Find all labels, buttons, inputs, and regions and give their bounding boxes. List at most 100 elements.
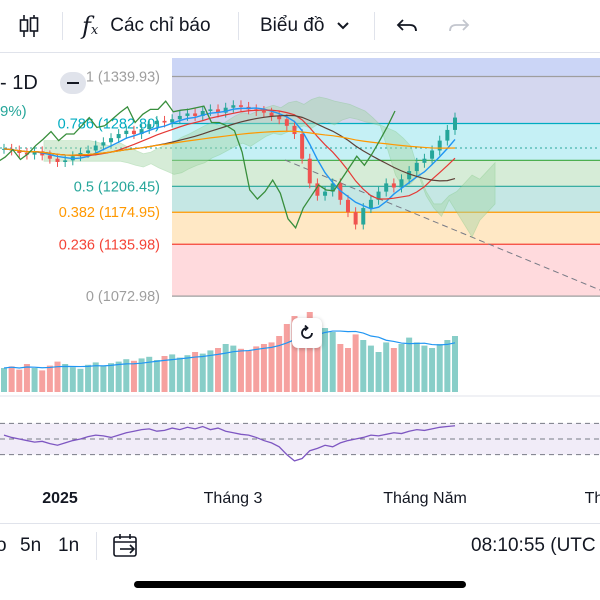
candle-body bbox=[86, 150, 91, 153]
price-chart[interactable]: 1 (1339.93) 0.786 (1282.80) 0.5 (1206.45) 0… bbox=[0, 53, 600, 523]
volume-bar bbox=[306, 312, 313, 392]
volume-bar bbox=[46, 365, 53, 392]
candle-body bbox=[376, 191, 381, 200]
clock-timezone[interactable]: 08:10:55 (UTC bbox=[471, 535, 596, 556]
volume-bar bbox=[108, 363, 115, 392]
candle-body bbox=[185, 113, 190, 116]
chart-area[interactable]: 1 (1339.93) 0.786 (1282.80) 0.5 (1206.45) 0… bbox=[0, 53, 600, 523]
candle-body bbox=[109, 138, 114, 143]
candle-body bbox=[277, 115, 282, 120]
candle-body bbox=[437, 140, 442, 151]
candle-body bbox=[330, 183, 335, 192]
chart-type-dropdown[interactable]: Biểu đồ bbox=[260, 0, 350, 52]
candle-body bbox=[147, 124, 152, 130]
volume-bar bbox=[421, 345, 428, 392]
range-button-partial[interactable]: o bbox=[0, 535, 7, 556]
time-axis-label: Tháng 3 bbox=[204, 490, 263, 507]
collapse-legend-button[interactable] bbox=[60, 72, 86, 94]
chart-type-label: Biểu đồ bbox=[260, 15, 325, 36]
candle-body bbox=[93, 145, 98, 151]
volume-bar bbox=[299, 340, 306, 392]
candle-body bbox=[384, 183, 389, 192]
candle-body bbox=[414, 162, 419, 172]
volume-bar bbox=[329, 332, 336, 392]
rsi-pane bbox=[0, 395, 600, 462]
volume-bar bbox=[130, 360, 137, 392]
candle-body bbox=[292, 125, 297, 135]
volume-bar bbox=[375, 352, 382, 392]
candle-body bbox=[154, 120, 159, 125]
candle-body bbox=[391, 183, 396, 188]
fibonacci-retracement[interactable]: 1 (1339.93) 0.786 (1282.80) 0.5 (1206.45) 0… bbox=[0, 70, 600, 306]
volume-bar bbox=[62, 364, 69, 392]
cloud-shape bbox=[43, 96, 496, 238]
replay-button[interactable] bbox=[292, 318, 322, 348]
candlestick-chart-icon[interactable] bbox=[18, 0, 40, 52]
volume-bar bbox=[115, 361, 122, 392]
volume-bar bbox=[69, 367, 76, 392]
volume-bar bbox=[413, 342, 420, 392]
home-indicator bbox=[134, 581, 466, 588]
candle-body bbox=[193, 113, 198, 116]
redo-button[interactable] bbox=[448, 0, 470, 52]
fib-level-label: 0.236 (1135.98) bbox=[59, 237, 160, 253]
volume-bar bbox=[383, 342, 390, 392]
volume-bar bbox=[398, 344, 405, 392]
volume-bar bbox=[390, 348, 397, 392]
time-axis-label: Th bbox=[585, 490, 600, 507]
volume-bar bbox=[199, 353, 206, 392]
trend-line bbox=[284, 159, 600, 291]
volume-bar bbox=[291, 316, 298, 392]
candle-body bbox=[430, 150, 435, 159]
volume-bar bbox=[161, 356, 168, 392]
volume-bar bbox=[184, 355, 191, 392]
range-button-1y[interactable]: 1n bbox=[58, 535, 80, 556]
indicators-button[interactable]: fx Các chỉ báo bbox=[82, 0, 211, 52]
volume-bar bbox=[146, 356, 153, 392]
chevron-down-icon bbox=[337, 22, 350, 30]
candle-body bbox=[47, 155, 52, 159]
rotate-icon bbox=[301, 324, 313, 339]
range-button-5d[interactable]: 5n bbox=[20, 535, 42, 556]
volume-bar bbox=[245, 350, 252, 392]
undo-button[interactable] bbox=[396, 0, 418, 52]
candle-body bbox=[139, 129, 144, 135]
volume-bar bbox=[344, 348, 351, 392]
volume-bar bbox=[452, 336, 458, 392]
volume-bar bbox=[16, 369, 23, 392]
fib-level-label: 0.786 (1282.80) bbox=[58, 117, 160, 133]
candle-body bbox=[17, 150, 22, 153]
fib-level-label: 0 (1072.98) bbox=[86, 289, 160, 305]
candle-body bbox=[24, 152, 29, 155]
volume-bar bbox=[253, 346, 260, 392]
candle-body bbox=[307, 158, 312, 184]
candle-body bbox=[216, 109, 221, 113]
redo-icon bbox=[449, 19, 470, 32]
volume-bar bbox=[276, 336, 283, 392]
fib-level-label: 0.382 (1174.95) bbox=[59, 205, 160, 221]
candle-body bbox=[55, 158, 60, 162]
fib-band-top bbox=[172, 58, 600, 77]
candle-body bbox=[124, 130, 129, 135]
volume-bar bbox=[8, 366, 15, 392]
volume-bar bbox=[337, 344, 344, 392]
candle-body bbox=[300, 134, 305, 159]
volume-bar bbox=[222, 344, 229, 392]
volume-bar bbox=[406, 337, 413, 392]
volume-bar bbox=[54, 361, 61, 392]
candlestick-series bbox=[2, 100, 457, 230]
candle-body bbox=[407, 171, 412, 180]
candle-body bbox=[453, 117, 457, 130]
volume-bar bbox=[153, 360, 160, 392]
volume-bar bbox=[268, 342, 275, 392]
candle-body bbox=[101, 142, 106, 146]
volume-bar bbox=[123, 359, 130, 392]
toolbar-divider bbox=[374, 12, 375, 40]
volume-bar bbox=[237, 348, 244, 392]
lagging-span-line bbox=[0, 100, 396, 230]
go-to-date-button[interactable] bbox=[112, 524, 140, 568]
indicators-label: Các chỉ báo bbox=[110, 15, 211, 36]
toolbar-divider bbox=[62, 12, 63, 40]
volume-bar bbox=[77, 368, 84, 392]
volume-bar bbox=[138, 358, 145, 392]
